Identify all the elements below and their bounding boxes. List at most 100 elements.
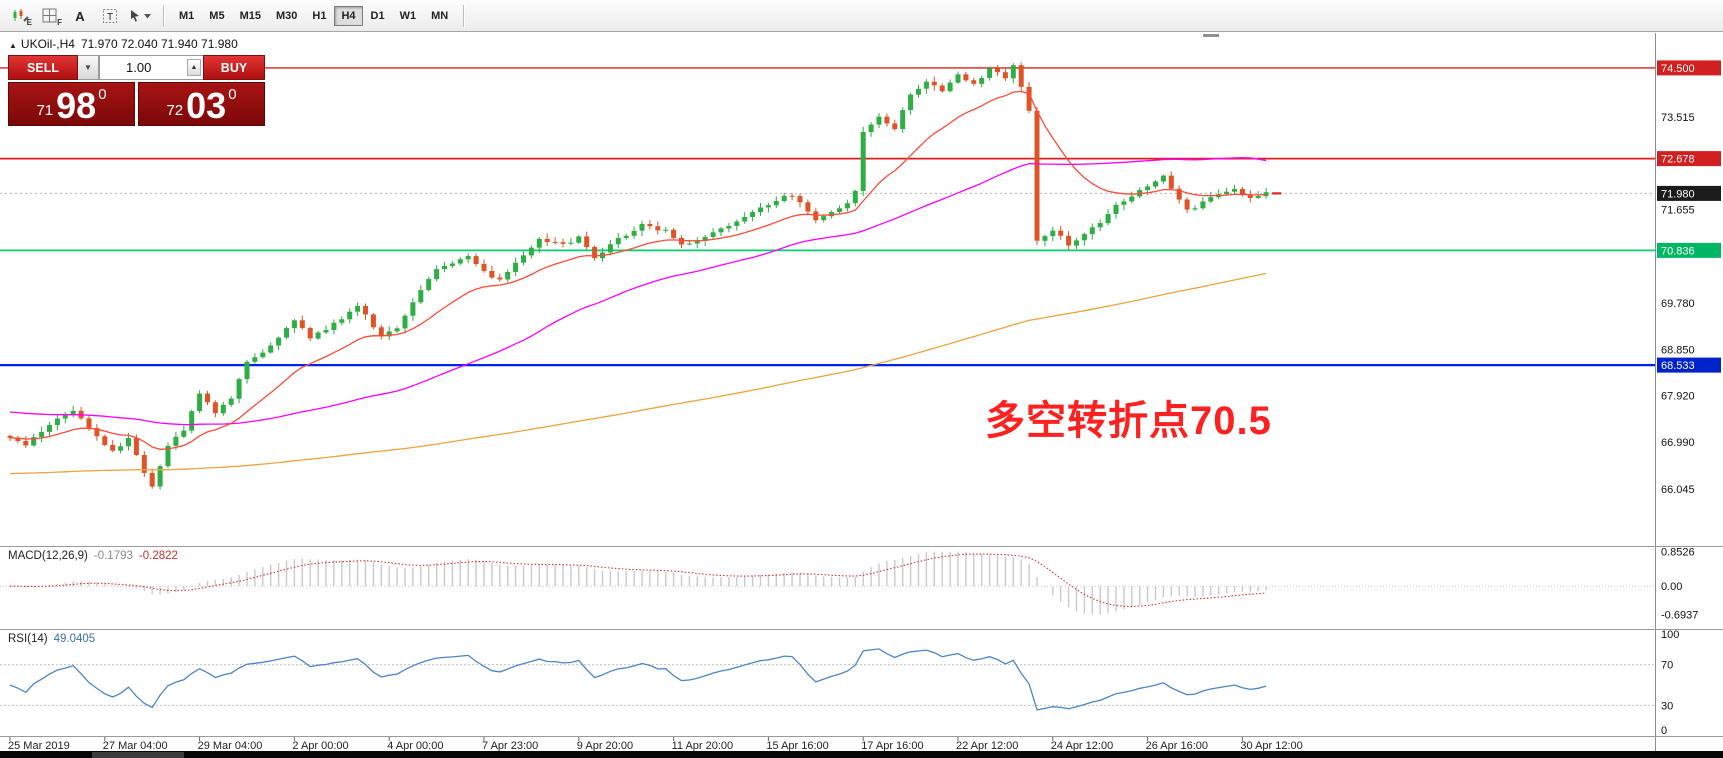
icon-sublabel: E xyxy=(26,17,32,27)
ma-medium xyxy=(9,157,1267,426)
timeframe-m5[interactable]: M5 xyxy=(202,6,231,26)
svg-text:25 Mar 2019: 25 Mar 2019 xyxy=(8,740,70,751)
price-axis[interactable]: 74.500 73.515 72.678 71.980 71.655 70.836 69.7… xyxy=(1655,33,1722,751)
rsi-label: RSI(14) xyxy=(8,633,48,645)
timeframe-m1[interactable]: M1 xyxy=(172,6,201,26)
rsi-line xyxy=(9,648,1267,711)
buy-price-sup: 0 xyxy=(228,86,237,103)
chart-text-annotation: 多空转折点70.5 xyxy=(985,399,1272,443)
chart-title-bar: ▲ UKOil-,H4 71.970 72.040 71.940 71.980 xyxy=(9,37,238,51)
collapse-arrow-icon[interactable]: ▲ xyxy=(9,41,17,50)
svg-text:0: 0 xyxy=(1661,725,1667,737)
svg-text:71.980: 71.980 xyxy=(1661,188,1695,200)
chevron-up-icon: ▲ xyxy=(190,64,198,71)
sell-price-display[interactable]: 71 98 0 xyxy=(8,82,135,126)
macd-panel: 0.8526 0.00 -0.6937 xyxy=(0,546,1698,622)
svg-text:A: A xyxy=(75,9,85,24)
svg-text:0.00: 0.00 xyxy=(1661,581,1682,593)
rsi-panel: 100 70 30 0 xyxy=(0,629,1679,737)
timeframe-mn[interactable]: MN xyxy=(424,6,455,26)
timeframe-m30[interactable]: M30 xyxy=(269,6,304,26)
svg-text:4 Apr 00:00: 4 Apr 00:00 xyxy=(387,740,443,751)
sell-button[interactable]: SELL xyxy=(8,55,78,80)
timeframe-d1[interactable]: D1 xyxy=(364,6,392,26)
svg-text:9 Apr 20:00: 9 Apr 20:00 xyxy=(577,740,633,751)
timeframe-h1[interactable]: H1 xyxy=(305,6,333,26)
svg-text:26 Apr 16:00: 26 Apr 16:00 xyxy=(1146,740,1208,751)
volume-field-wrap: ▲ xyxy=(99,55,203,80)
rsi-indicator-header: RSI(14) 49.0405 xyxy=(8,633,95,645)
chart-objects-icon[interactable]: E xyxy=(6,4,34,28)
timeframe-w1[interactable]: W1 xyxy=(393,6,424,26)
arrow-objects-icon[interactable] xyxy=(126,4,154,28)
rsi-value: 49.0405 xyxy=(53,633,96,645)
panel-separators xyxy=(0,34,1723,737)
text-label-icon[interactable]: T xyxy=(96,4,124,28)
svg-text:0.8526: 0.8526 xyxy=(1661,546,1695,558)
svg-text:67.920: 67.920 xyxy=(1661,391,1695,403)
timeframe-h4[interactable]: H4 xyxy=(334,5,363,26)
trade-prices-row: 71 98 0 72 03 0 xyxy=(8,82,265,126)
volume-dropdown-button[interactable]: ▼ xyxy=(78,55,99,80)
time-axis[interactable]: 25 Mar 2019 27 Mar 04:00 29 Mar 04:00 2 Apr… xyxy=(8,737,1303,751)
macd-signal-value: -0.2822 xyxy=(138,550,178,562)
buy-price-big: 03 xyxy=(186,85,227,126)
svg-text:15 Apr 16:00: 15 Apr 16:00 xyxy=(766,740,828,751)
svg-text:T: T xyxy=(107,12,113,23)
price-chart-canvas[interactable]: 74.500 73.515 72.678 71.980 71.655 70.836 69.7… xyxy=(0,33,1723,751)
grid-tool-icon[interactable]: F xyxy=(36,4,64,28)
svg-text:2 Apr 00:00: 2 Apr 00:00 xyxy=(292,740,348,751)
toolbar-separator xyxy=(463,4,466,27)
sell-price-big: 98 xyxy=(56,85,97,126)
symbol-label: UKOil-,H4 xyxy=(20,37,75,51)
svg-text:29 Mar 04:00: 29 Mar 04:00 xyxy=(198,740,263,751)
svg-text:73.515: 73.515 xyxy=(1661,112,1695,124)
svg-text:100: 100 xyxy=(1661,629,1679,641)
buy-price-display[interactable]: 72 03 0 xyxy=(138,82,265,126)
svg-text:24 Apr 12:00: 24 Apr 12:00 xyxy=(1051,740,1113,751)
candles-layer[interactable] xyxy=(7,62,1269,490)
main-toolbar: E F A T M1 M5 M15 M30 H1 H4 D1 W1 MN xyxy=(0,0,1723,32)
svg-text:72.678: 72.678 xyxy=(1661,154,1695,166)
svg-text:68.850: 68.850 xyxy=(1661,344,1695,356)
icon-sublabel: F xyxy=(57,17,62,27)
svg-text:30: 30 xyxy=(1661,700,1673,712)
svg-text:68.533: 68.533 xyxy=(1661,360,1695,372)
svg-text:27 Mar 04:00: 27 Mar 04:00 xyxy=(103,740,168,751)
toolbar-separator xyxy=(163,4,165,27)
buy-button[interactable]: BUY xyxy=(203,55,265,80)
svg-text:66.990: 66.990 xyxy=(1661,437,1695,449)
taskbar-button[interactable] xyxy=(92,752,184,758)
svg-text:69.780: 69.780 xyxy=(1661,298,1695,310)
macd-signal-line xyxy=(10,553,1267,608)
svg-text:7 Apr 23:00: 7 Apr 23:00 xyxy=(482,740,538,751)
svg-text:70.836: 70.836 xyxy=(1661,245,1695,257)
svg-text:30 Apr 12:00: 30 Apr 12:00 xyxy=(1240,740,1302,751)
svg-text:70: 70 xyxy=(1661,660,1673,672)
sell-price-prefix: 71 xyxy=(36,102,54,119)
svg-text:71.655: 71.655 xyxy=(1661,205,1695,217)
ma-slow xyxy=(9,272,1267,475)
svg-text:11 Apr 20:00: 11 Apr 20:00 xyxy=(672,740,734,751)
chart-shift-marker xyxy=(1203,34,1219,37)
ohlc-values: 71.970 72.040 71.940 71.980 xyxy=(80,37,238,51)
moving-averages-layer xyxy=(9,90,1282,475)
volume-input[interactable] xyxy=(100,56,203,79)
svg-text:74.500: 74.500 xyxy=(1661,63,1695,75)
ma-fast xyxy=(9,90,1267,450)
macd-value: -0.1793 xyxy=(93,550,133,562)
volume-increase-button[interactable]: ▲ xyxy=(187,59,201,76)
timeframe-toolbar: M1 M5 M15 M30 H1 H4 D1 W1 MN xyxy=(172,5,456,26)
trade-controls-row: SELL ▼ ▲ BUY xyxy=(8,55,265,80)
chevron-down-icon: ▼ xyxy=(84,63,92,72)
insert-text-icon[interactable]: A xyxy=(66,4,94,28)
buy-price-prefix: 72 xyxy=(166,102,184,119)
timeframe-m15[interactable]: M15 xyxy=(233,6,268,26)
taskbar-sliver xyxy=(0,751,1723,758)
svg-text:-0.6937: -0.6937 xyxy=(1661,610,1698,622)
macd-label: MACD(12,26,9) xyxy=(8,550,88,562)
macd-indicator-header: MACD(12,26,9) -0.1793 -0.2822 xyxy=(8,550,178,562)
svg-text:22 Apr 12:00: 22 Apr 12:00 xyxy=(956,740,1018,751)
